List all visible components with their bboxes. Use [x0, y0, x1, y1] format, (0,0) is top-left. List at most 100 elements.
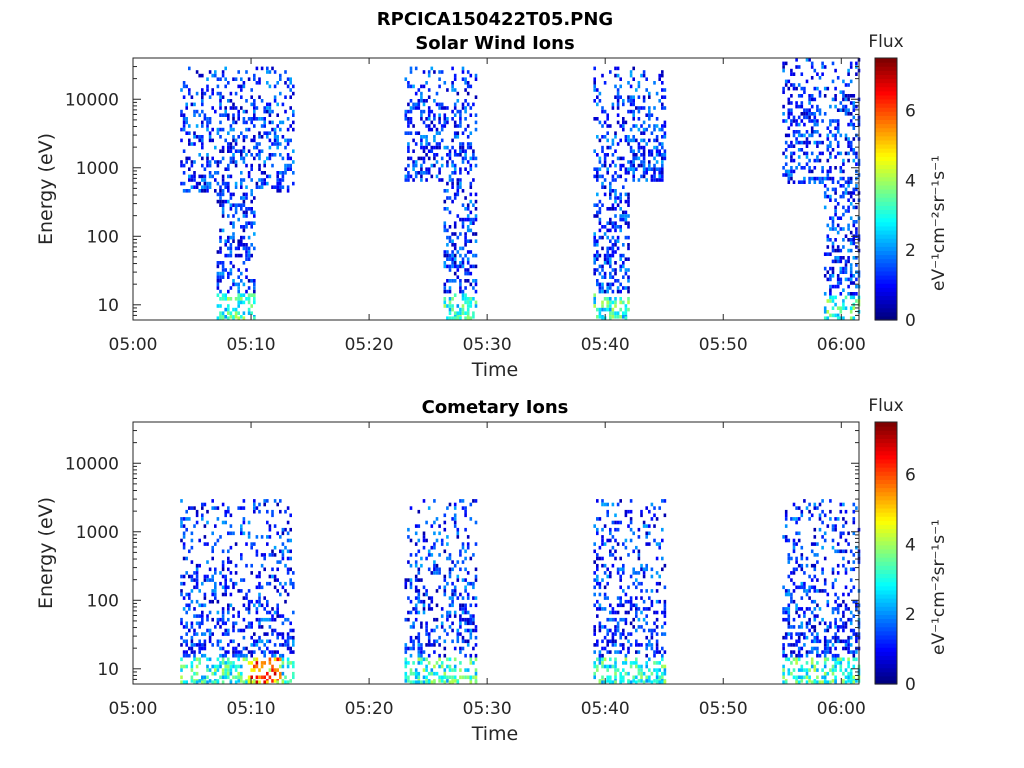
- heatmap-cell: [229, 513, 233, 518]
- heatmap-cell: [609, 70, 612, 74]
- heatmap-cell: [784, 653, 788, 658]
- heatmap-cell: [443, 549, 447, 554]
- heatmap-cell: [472, 553, 475, 557]
- heatmap-cell: [803, 614, 806, 618]
- heatmap-cell: [823, 671, 827, 676]
- heatmap-cell: [648, 524, 651, 528]
- heatmap-cell: [784, 513, 788, 518]
- heatmap-cell: [407, 131, 410, 135]
- heatmap-cell: [609, 239, 612, 243]
- heatmap-cell: [193, 632, 196, 636]
- heatmap-cell: [281, 661, 285, 665]
- heatmap-cell: [232, 113, 235, 117]
- heatmap-cell: [593, 542, 596, 546]
- heatmap-cell: [279, 549, 282, 554]
- heatmap-cell: [284, 138, 287, 143]
- heatmap-cell: [466, 643, 470, 647]
- heatmap-cell: [622, 210, 625, 215]
- heatmap-cell: [221, 668, 225, 672]
- heatmap-cell: [474, 232, 478, 236]
- heatmap-cell: [414, 574, 418, 579]
- heatmap-cell: [214, 625, 217, 629]
- heatmap-cell: [464, 253, 467, 258]
- heatmap-cell: [614, 680, 617, 684]
- heatmap-cell: [645, 127, 648, 132]
- heatmap-cell: [849, 680, 853, 684]
- heatmap-cell: [451, 264, 454, 269]
- heatmap-cell: [440, 127, 444, 132]
- heatmap-cell: [258, 81, 261, 85]
- heatmap-cell: [619, 315, 622, 319]
- heatmap-cell: [453, 520, 457, 525]
- heatmap-cell: [611, 282, 615, 287]
- heatmap-cell: [412, 671, 415, 676]
- heatmap-cell: [227, 113, 230, 117]
- heatmap-cell: [292, 84, 295, 89]
- heatmap-cell: [855, 263, 858, 267]
- heatmap-cell: [472, 149, 475, 153]
- heatmap-cell: [404, 77, 408, 81]
- heatmap-cell: [453, 524, 457, 528]
- heatmap-cell: [214, 171, 217, 175]
- heatmap-cell: [650, 635, 654, 640]
- heatmap-cell: [185, 556, 188, 561]
- heatmap-cell: [844, 538, 848, 543]
- heatmap-cell: [834, 517, 837, 521]
- heatmap-cell: [619, 617, 622, 622]
- heatmap-cell: [790, 592, 793, 597]
- heatmap-cell: [616, 106, 620, 110]
- heatmap-cell: [219, 192, 222, 197]
- heatmap-cell: [453, 675, 457, 680]
- heatmap-cell: [284, 81, 287, 85]
- heatmap-cell: [826, 310, 830, 314]
- heatmap-cell: [414, 603, 418, 608]
- heatmap-cell: [221, 621, 225, 626]
- heatmap-cell: [443, 646, 447, 651]
- heatmap-cell: [266, 581, 269, 586]
- heatmap-cell: [839, 535, 843, 539]
- heatmap-cell: [193, 506, 196, 510]
- heatmap-cell: [258, 153, 261, 157]
- heatmap-cell: [453, 517, 457, 521]
- heatmap-cell: [818, 108, 822, 112]
- x-tick-label: 05:10: [227, 335, 276, 355]
- heatmap-cell: [433, 617, 436, 622]
- heatmap-cell: [601, 275, 604, 279]
- heatmap-cell: [245, 185, 248, 189]
- colorbar-segment: [875, 258, 897, 264]
- heatmap-cell: [598, 592, 602, 597]
- heatmap-cell: [258, 502, 261, 507]
- heatmap-cell: [276, 138, 279, 143]
- heatmap-cell: [185, 680, 188, 684]
- heatmap-cell: [852, 220, 856, 224]
- heatmap-cell: [237, 217, 240, 222]
- heatmap-cell: [821, 65, 824, 69]
- heatmap-cell: [255, 680, 259, 684]
- heatmap-cell: [810, 104, 814, 109]
- heatmap-cell: [284, 639, 287, 644]
- heatmap-cell: [658, 574, 661, 579]
- heatmap-cell: [412, 124, 415, 128]
- heatmap-cell: [268, 131, 272, 135]
- heatmap-cell: [803, 643, 806, 647]
- heatmap-cell: [593, 81, 596, 85]
- y-tick-label: 1000: [76, 523, 119, 543]
- heatmap-cell: [823, 292, 827, 296]
- heatmap-cell: [412, 102, 415, 107]
- colorbar-frame: [874, 421, 898, 685]
- heatmap-cell: [624, 235, 628, 240]
- heatmap-cell: [289, 81, 292, 85]
- colorbar-segment: [875, 573, 897, 579]
- heatmap-cell: [632, 102, 635, 107]
- heatmap-cell: [847, 122, 850, 127]
- heatmap-cell: [456, 99, 460, 103]
- heatmap-cell: [808, 97, 811, 102]
- heatmap-cell: [268, 527, 272, 532]
- heatmap-cell: [464, 81, 467, 85]
- heatmap-cell: [821, 176, 824, 181]
- heatmap-cell: [208, 160, 212, 164]
- heatmap-cell: [435, 567, 439, 572]
- heatmap-cell: [852, 517, 856, 521]
- heatmap-cell: [787, 625, 791, 629]
- heatmap-cell: [289, 138, 292, 143]
